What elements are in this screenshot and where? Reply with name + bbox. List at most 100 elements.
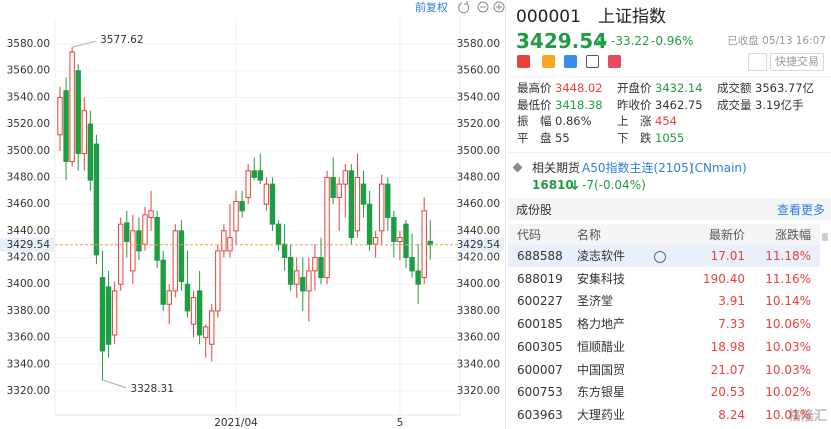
cell: 8.24 (718, 407, 745, 422)
change-percent: -0.96% (651, 34, 694, 48)
y-tick-label: 3560.00 (7, 65, 50, 77)
candle-body (69, 51, 75, 162)
candle-body (287, 257, 294, 285)
futures-change: -7(-0.04%) (582, 178, 646, 192)
icon-heart[interactable] (608, 55, 621, 68)
y-tick-label: 3340.00 (7, 358, 50, 370)
candle-body (172, 230, 179, 292)
cell[interactable]: 圣济堂 (577, 294, 614, 309)
cell[interactable]: 688019 (517, 271, 563, 286)
candle-body (245, 170, 251, 198)
y2-tick-label: 3400.00 (457, 278, 500, 290)
stat-value: 1055 (655, 130, 685, 145)
y2-tick-label: 3520.00 (457, 118, 500, 130)
candle-body (130, 230, 136, 272)
index-code: 000001 (516, 7, 581, 27)
cell[interactable]: 603963 (517, 407, 563, 422)
y2-tick-label: 3440.00 (457, 225, 500, 237)
x-tick-label: 2021/04 (214, 417, 258, 429)
stat-label: 最低价 (517, 97, 552, 112)
y-tick-label: 3360.00 (7, 332, 50, 344)
stat-label: 下 跌 (617, 130, 652, 145)
max-leader (72, 40, 97, 48)
candle-body (379, 183, 385, 232)
scrollbar[interactable] (822, 233, 828, 241)
cell[interactable]: 600227 (517, 294, 563, 309)
cell[interactable]: 大理药业 (577, 407, 626, 422)
max-label: 3577.62 (100, 34, 143, 46)
cell[interactable]: 600753 (517, 385, 563, 400)
candle-body (281, 243, 288, 259)
cell: 3.91 (718, 294, 745, 309)
candle-body (63, 90, 69, 162)
y2-tick-label: 3560.00 (457, 65, 500, 77)
icon-bolt[interactable] (542, 55, 555, 68)
candle-body (330, 176, 336, 198)
adjust-toggle[interactable]: 前复权 (415, 0, 448, 14)
futures-name[interactable]: A50指数主连(2105) (582, 161, 694, 175)
cell[interactable]: 恒顺醋业 (577, 339, 626, 354)
cell[interactable]: 600305 (517, 339, 563, 354)
trade-button[interactable]: 快捷交易 (770, 53, 824, 71)
min-label: 3328.31 (130, 383, 173, 395)
stat-value: 3448.02 (555, 81, 603, 95)
candle-body (136, 230, 142, 252)
y2-tick-label: 3340.00 (457, 358, 500, 370)
price: 3429.54 (516, 29, 608, 53)
candle-body (87, 123, 94, 181)
cell[interactable]: 格力地产 (577, 317, 626, 332)
cell[interactable]: 688588 (517, 249, 563, 263)
futures-price: 16810 (532, 178, 574, 192)
futures-code[interactable]: (CNmain) (690, 161, 747, 175)
cell: 10.01% (765, 407, 811, 422)
stat-value: 3563.77亿 (755, 81, 815, 95)
cell[interactable]: 600007 (517, 362, 563, 377)
cell[interactable]: 中国国贸 (577, 362, 626, 377)
toolbar-icons[interactable] (458, 1, 505, 14)
y2-tick-label: 3500.00 (457, 145, 500, 157)
candle-body (257, 170, 264, 181)
candle-body (372, 237, 379, 245)
cell: 17.01 (710, 249, 745, 263)
candle-body (221, 230, 227, 252)
stat-label: 振 幅 (517, 114, 552, 128)
icon-tag[interactable] (564, 55, 577, 68)
more-link[interactable]: 查看更多 (776, 203, 825, 217)
separator (508, 152, 831, 153)
candle-body (366, 203, 373, 245)
stat-label: 上 涨 (617, 114, 652, 128)
y-tick-label: 3540.00 (7, 91, 50, 103)
candle-body (385, 183, 391, 218)
stat-label: 开盘价 (617, 81, 652, 95)
candle-body (360, 183, 367, 205)
last-price-label: 3429.54 (457, 239, 501, 251)
cell[interactable]: 凌志软件 (577, 249, 626, 263)
candle-body (154, 216, 160, 261)
candle-body (300, 277, 306, 292)
index-name: 上证指数 (598, 7, 666, 27)
candle-body (196, 290, 203, 336)
stat-label: 成交额 (717, 81, 752, 95)
candle-body (427, 240, 433, 246)
y2-tick-label: 3580.00 (457, 38, 500, 50)
candle-body (324, 176, 330, 279)
icon-flag[interactable] (517, 55, 530, 68)
stat-value: 55 (555, 130, 570, 145)
cell[interactable]: 东方银星 (577, 385, 626, 400)
icon-note[interactable] (586, 55, 599, 68)
watch-icon[interactable] (654, 251, 666, 263)
cell: 20.53 (710, 385, 745, 400)
candle-body (209, 310, 215, 345)
cell[interactable]: 安集科技 (577, 271, 626, 286)
cell: 10.03% (765, 362, 811, 377)
candle-body (75, 70, 81, 154)
stat-value: 454 (655, 114, 677, 128)
section-title: 成份股 (516, 203, 553, 217)
cell[interactable]: 600185 (517, 317, 563, 332)
candle-body (227, 237, 233, 252)
chart: 前复权 3320.00 3320.00 3340.00 3340.00 3360.00 3… (0, 0, 505, 429)
candle-body (93, 143, 100, 256)
alert-button[interactable] (748, 53, 767, 71)
y-tick-label: 3420.00 (7, 252, 50, 264)
